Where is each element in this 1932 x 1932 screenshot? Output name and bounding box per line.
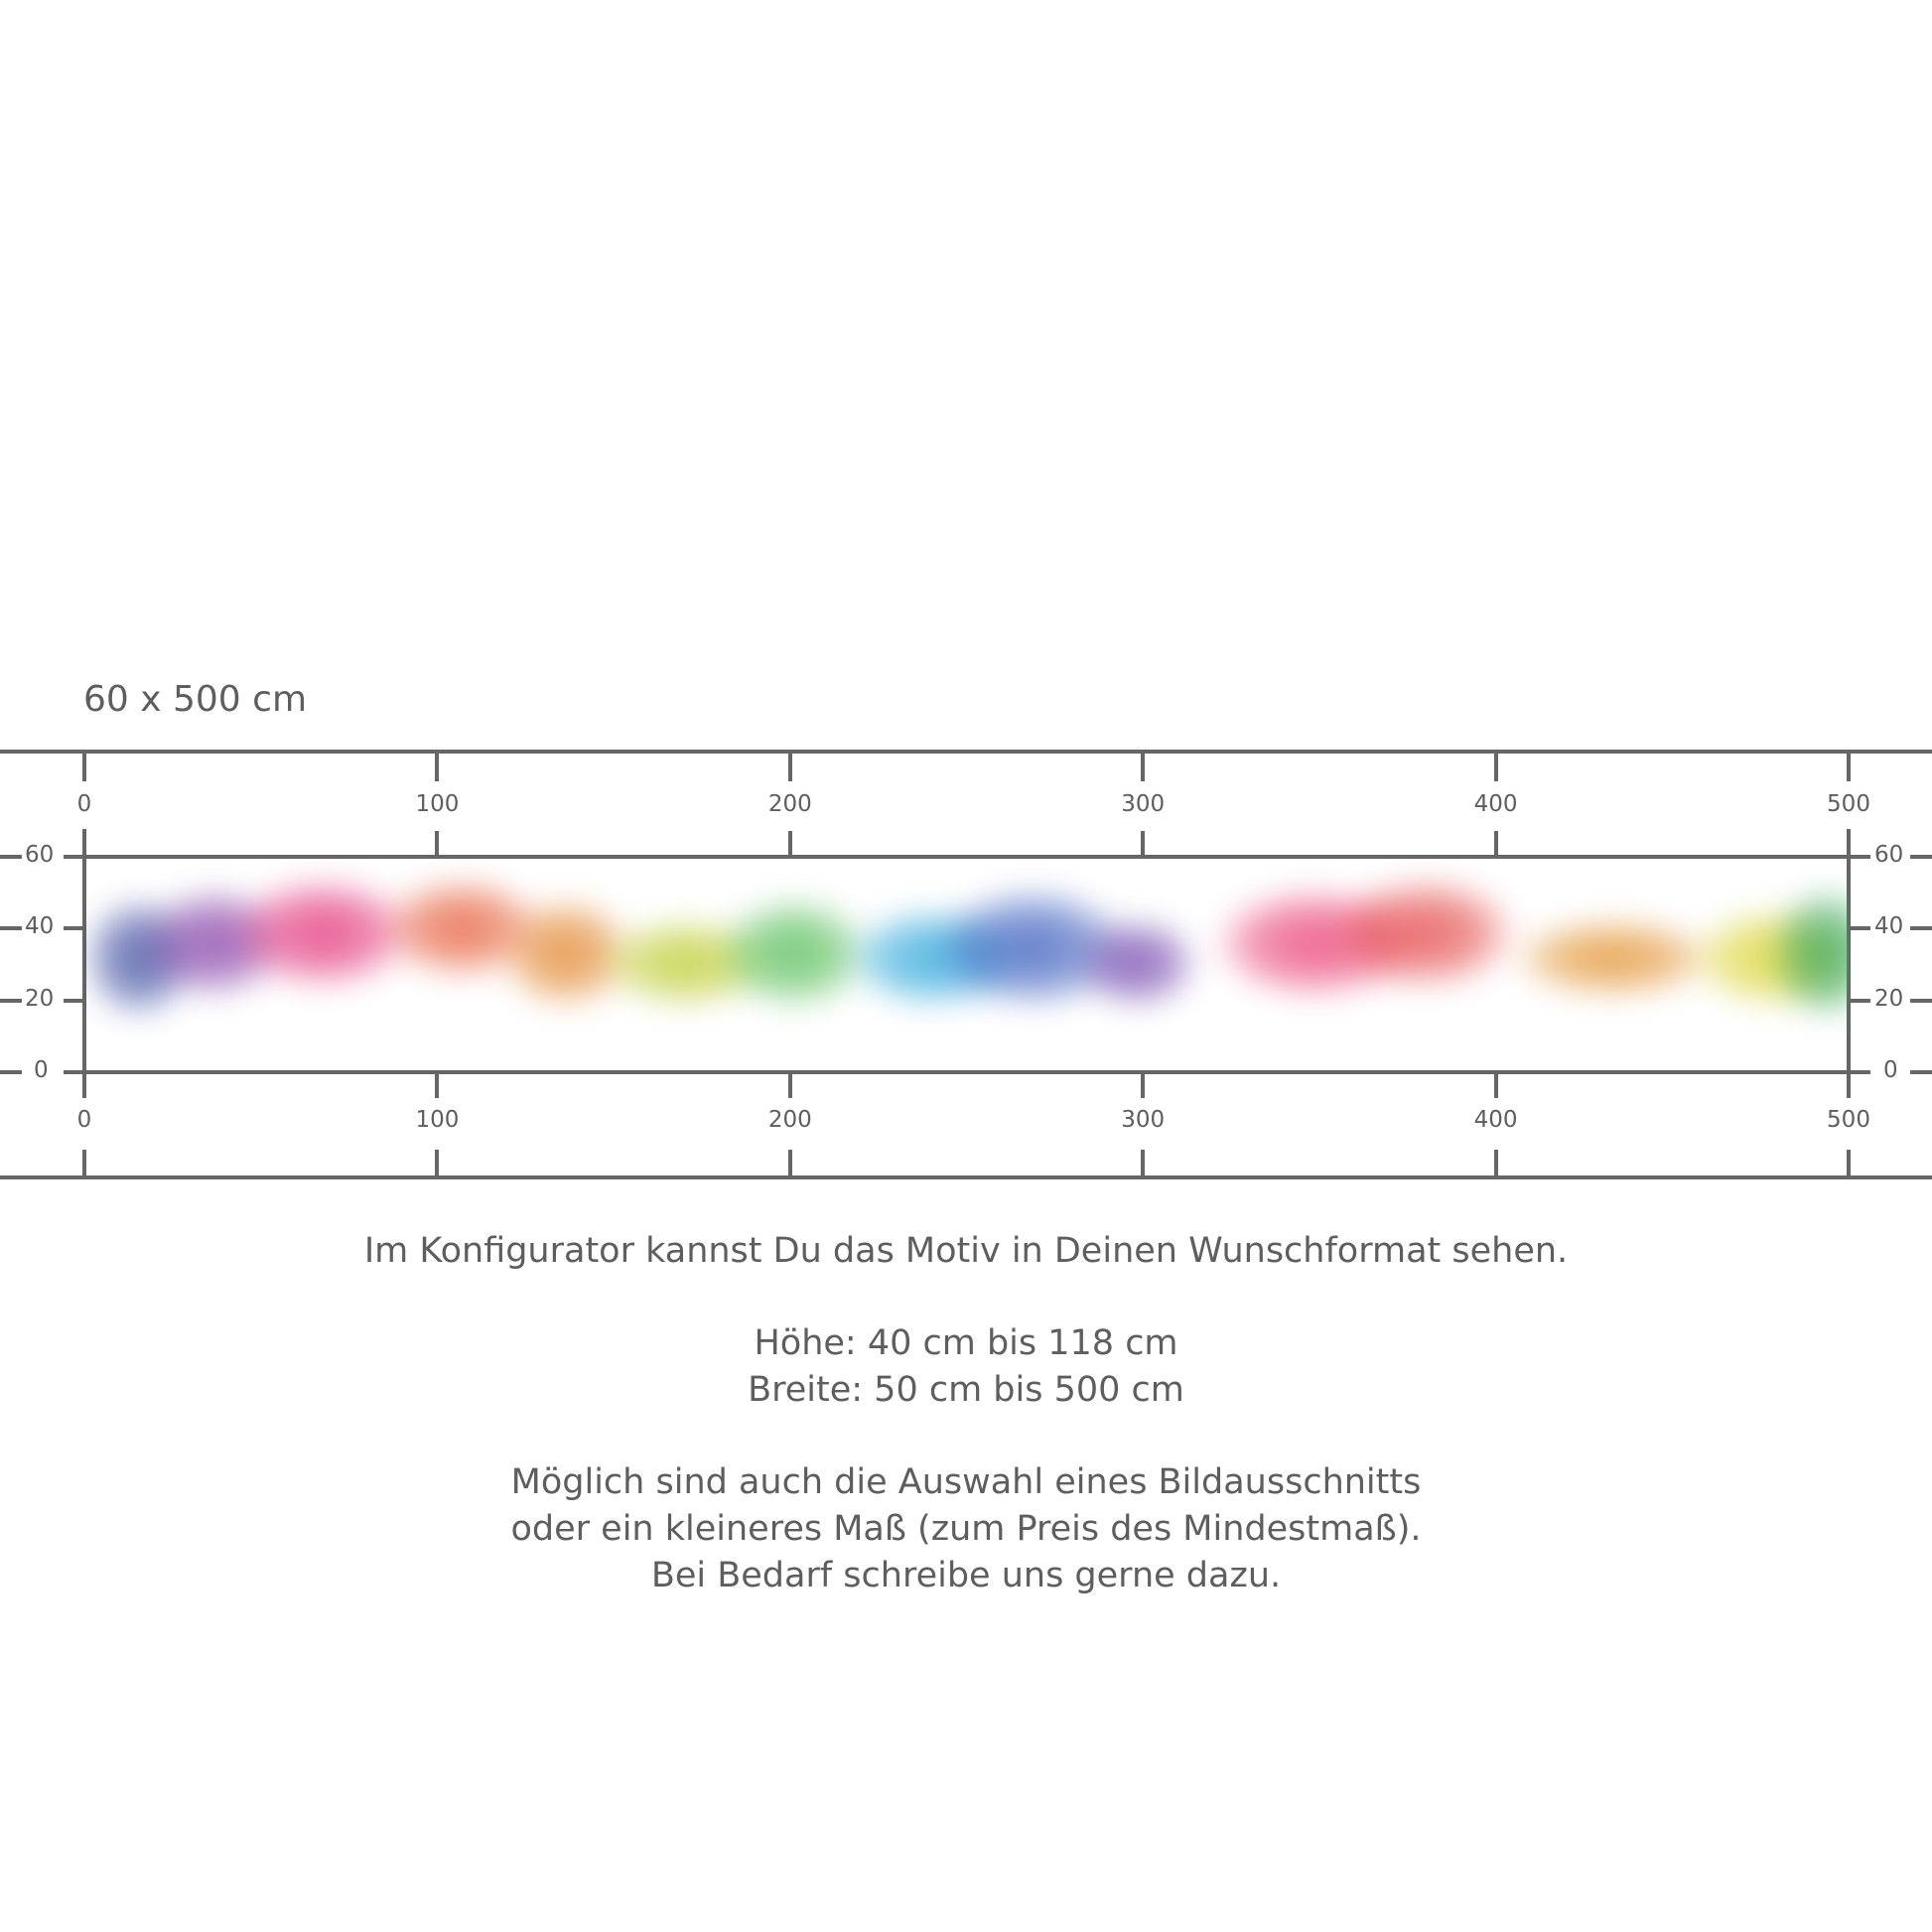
x-tick-label-bottom: 0 xyxy=(76,1107,92,1133)
x-tick-bottom-inner xyxy=(435,1072,440,1098)
x-tick-top xyxy=(1847,754,1851,781)
smoke-swirl xyxy=(1077,918,1196,1008)
ruler-bottom-line xyxy=(0,1175,1932,1179)
y-tick-right-inner xyxy=(1849,855,1870,859)
y-tick-right-inner xyxy=(1849,1070,1870,1074)
x-tick-label-bottom: 300 xyxy=(1121,1107,1166,1133)
x-tick-bottom xyxy=(82,1150,86,1177)
y-tick-left-inner xyxy=(64,1070,85,1074)
y-tick-left-inner xyxy=(64,926,85,931)
y-tick-right-inner xyxy=(1849,926,1870,931)
info-height: Höhe: 40 cm bis 118 cm xyxy=(754,1323,1178,1363)
x-tick-label-top: 200 xyxy=(767,791,812,817)
x-tick-top-inner xyxy=(1493,831,1498,857)
y-tick-right xyxy=(1910,926,1932,931)
info-width: Breite: 50 cm bis 500 cm xyxy=(748,1370,1184,1410)
x-tick-top xyxy=(82,754,86,781)
x-tick-label-top: 100 xyxy=(415,791,460,817)
info-note-3: Bei Bedarf schreibe uns gerne dazu. xyxy=(650,1556,1282,1595)
x-tick-bottom-inner xyxy=(1493,1072,1498,1098)
x-tick-bottom-inner xyxy=(787,1072,792,1098)
x-tick-bottom xyxy=(1141,1150,1146,1177)
motif-image xyxy=(84,859,1849,1072)
x-tick-bottom xyxy=(787,1150,792,1177)
x-tick-bottom-inner xyxy=(1847,1072,1851,1098)
y-tick-label-left: 60 xyxy=(25,842,55,868)
info-note-2: oder ein kleineres Maß (zum Preis des Mi… xyxy=(510,1509,1422,1549)
x-tick-top-inner xyxy=(435,831,440,857)
x-tick-label-bottom: 500 xyxy=(1827,1107,1870,1133)
x-tick-bottom xyxy=(1493,1150,1498,1177)
y-tick-right xyxy=(1910,998,1932,1003)
x-tick-label-bottom: 200 xyxy=(767,1107,812,1133)
x-tick-top-inner xyxy=(787,831,792,857)
x-tick-top xyxy=(1141,754,1146,781)
smoke-swirl xyxy=(720,898,869,1008)
x-tick-top-inner xyxy=(1141,831,1146,857)
y-tick-right xyxy=(1910,855,1932,859)
y-tick-label-right: 0 xyxy=(1883,1057,1898,1083)
smoke-swirl xyxy=(1335,879,1514,988)
y-tick-left xyxy=(0,998,22,1003)
ruler-top-line xyxy=(0,750,1932,754)
x-tick-label-bottom: 100 xyxy=(415,1107,460,1133)
x-tick-label-top: 400 xyxy=(1473,791,1518,817)
y-tick-label-right: 40 xyxy=(1874,913,1904,940)
x-tick-label-top: 0 xyxy=(76,791,92,817)
x-tick-top-inner xyxy=(1847,829,1851,1075)
x-tick-top xyxy=(435,754,440,781)
x-tick-bottom xyxy=(1847,1150,1851,1177)
image-bottom-edge xyxy=(84,1070,1849,1074)
x-tick-top xyxy=(787,754,792,781)
info-configurator: Im Konfigurator kannst Du das Motiv in D… xyxy=(363,1231,1569,1271)
y-tick-right-inner xyxy=(1849,998,1870,1003)
y-tick-right xyxy=(1910,1070,1932,1074)
x-tick-top xyxy=(1493,754,1498,781)
y-tick-label-right: 20 xyxy=(1874,985,1904,1012)
info-note-1: Möglich sind auch die Auswahl eines Bild… xyxy=(510,1462,1422,1502)
y-tick-left xyxy=(0,926,22,931)
x-tick-bottom-inner xyxy=(1141,1072,1146,1098)
y-tick-label-left: 40 xyxy=(25,913,55,940)
y-tick-label-right: 60 xyxy=(1874,842,1904,868)
x-tick-label-top: 300 xyxy=(1121,791,1166,817)
x-tick-label-bottom: 400 xyxy=(1473,1107,1518,1133)
y-tick-label-left: 20 xyxy=(25,985,55,1012)
y-tick-left-inner xyxy=(64,855,85,859)
x-tick-bottom-inner xyxy=(82,1072,86,1098)
x-tick-bottom xyxy=(435,1150,440,1177)
y-tick-left-inner xyxy=(64,998,85,1003)
image-top-edge xyxy=(84,855,1849,859)
x-tick-label-top: 500 xyxy=(1827,791,1870,817)
smoke-swirl xyxy=(1514,918,1713,998)
y-tick-label-left: 0 xyxy=(34,1057,49,1083)
y-tick-left xyxy=(0,855,22,859)
size-label: 60 x 500 cm xyxy=(83,679,308,720)
y-tick-left xyxy=(0,1070,22,1074)
